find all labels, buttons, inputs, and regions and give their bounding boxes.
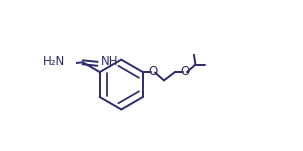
Text: H₂N: H₂N (43, 55, 65, 68)
Text: O: O (148, 65, 158, 78)
Text: O: O (181, 65, 190, 78)
Text: NH: NH (101, 55, 118, 68)
